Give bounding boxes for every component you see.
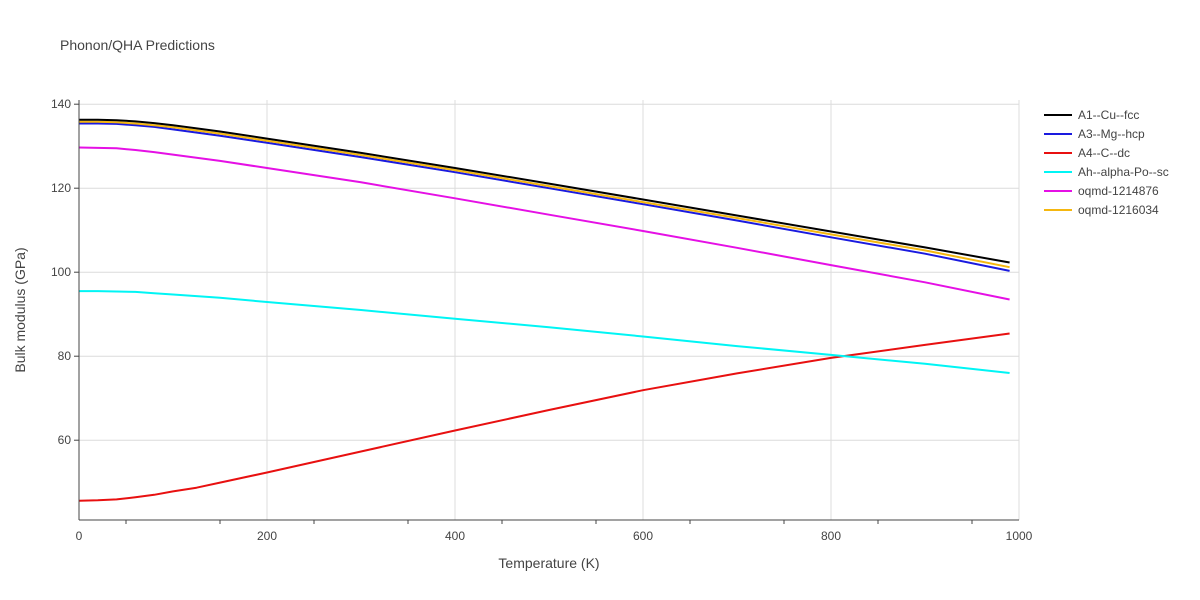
legend-item[interactable]: Ah--alpha-Po--sc — [1044, 165, 1169, 179]
series-line-A4--C--dc — [78, 332, 1010, 502]
x-tick-label: 400 — [445, 529, 465, 543]
grid-lines — [79, 100, 1020, 520]
legend-label: A3--Mg--hcp — [1078, 127, 1145, 141]
y-tick-label: 60 — [58, 433, 72, 447]
x-tick-label: 800 — [821, 529, 841, 543]
x-axis-title: Temperature (K) — [498, 555, 599, 571]
y-axis-title: Bulk modulus (GPa) — [12, 247, 28, 372]
x-tick-label: 600 — [633, 529, 653, 543]
legend-label: oqmd-1214876 — [1078, 184, 1159, 198]
legend-label: Ah--alpha-Po--sc — [1078, 165, 1169, 179]
y-tick-label: 80 — [58, 349, 72, 363]
legend-item[interactable]: oqmd-1216034 — [1044, 203, 1159, 217]
legend-item[interactable]: A4--C--dc — [1044, 146, 1130, 160]
series-lines — [78, 118, 1010, 502]
y-tick-label: 100 — [51, 265, 71, 279]
legend[interactable]: A1--Cu--fcc A3--Mg--hcp A4--C--dc Ah--alpha… — [1044, 108, 1169, 217]
legend-label: oqmd-1216034 — [1078, 203, 1159, 217]
series-line-Ah--alpha-Po--sc — [79, 290, 1010, 374]
legend-item[interactable]: oqmd-1214876 — [1044, 184, 1159, 198]
tick-labels: 0 200 400 600 800 1000 60 80 100 120 140 — [51, 97, 1033, 543]
x-tick-label: 200 — [257, 529, 277, 543]
series-line-oqmd-1214876 — [78, 146, 1010, 301]
x-tick-label: 0 — [76, 529, 83, 543]
legend-item[interactable]: A1--Cu--fcc — [1044, 108, 1139, 122]
x-tick-label: 1000 — [1006, 529, 1033, 543]
legend-label: A1--Cu--fcc — [1078, 108, 1139, 122]
series-line-oqmd-1216034 — [79, 120, 1010, 269]
series-line-A1--Cu--fcc — [79, 118, 1010, 264]
y-tick-label: 120 — [51, 181, 71, 195]
chart-title: Phonon/QHA Predictions — [60, 37, 215, 53]
y-tick-label: 140 — [51, 97, 71, 111]
legend-label: A4--C--dc — [1078, 146, 1130, 160]
series-line-A3--Mg--hcp — [79, 122, 1010, 272]
legend-item[interactable]: A3--Mg--hcp — [1044, 127, 1145, 141]
axes — [78, 100, 1019, 521]
